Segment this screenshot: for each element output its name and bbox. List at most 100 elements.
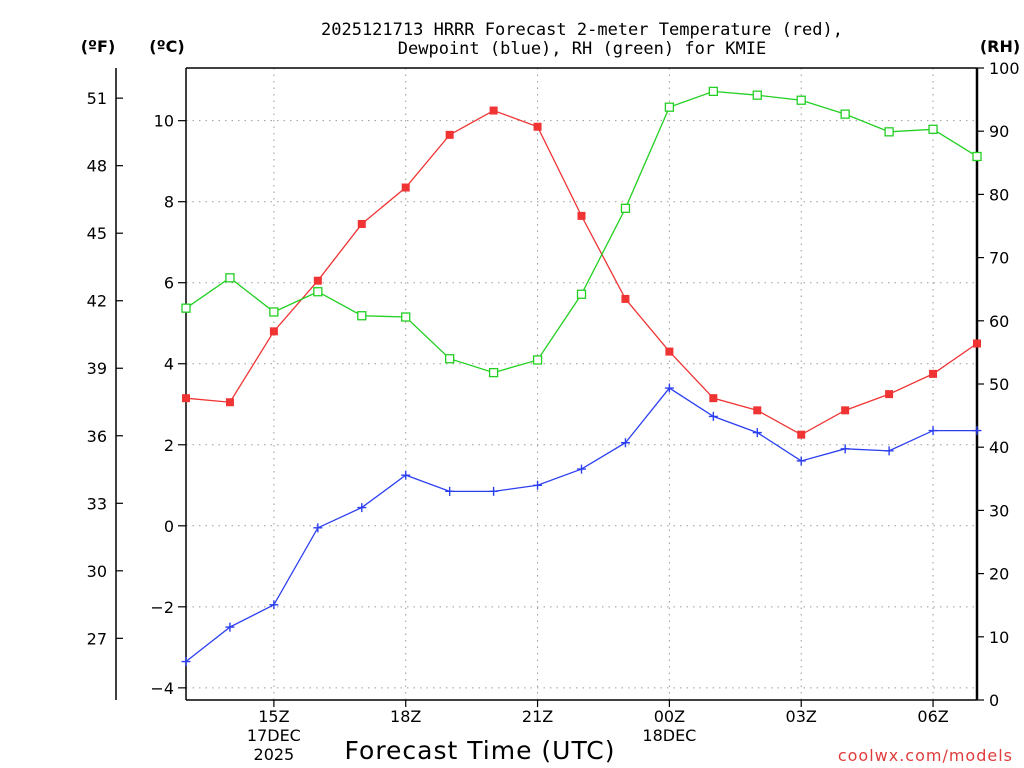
dewpoint-point [533,480,543,490]
series-line [185,387,977,663]
temperature-point [269,327,278,336]
temperature-point [313,276,322,285]
rh-point [401,312,411,322]
site-credit: coolwx.com/models [838,746,1013,765]
celsius-tick-label: 2 [164,436,174,455]
rh-point [269,307,279,317]
temperature-point [885,390,894,399]
temperature-point [225,398,234,407]
temperature-point [445,130,454,139]
dewpoint-point [972,426,982,436]
celsius-tick-label: 4 [164,355,174,374]
fahrenheit-tick-label: 45 [87,224,107,243]
fahrenheit-tick-label: 42 [87,292,107,311]
rh-point [928,124,938,134]
x-tick-label: 00Z [654,707,685,726]
rh-point [664,102,675,112]
temperature-point [621,294,630,303]
temperature-point [797,430,806,439]
dewpoint-point [840,444,850,454]
x-tick-label: 03Z [786,707,817,726]
rh-point [620,203,631,213]
fahrenheit-tick-label: 48 [87,157,107,176]
data-series [181,86,982,667]
celsius-tick-label: 10 [154,112,174,131]
rh-point [225,273,235,283]
rh-point [796,95,806,105]
series-line [185,90,978,374]
celsius-tick-label: 6 [164,274,174,293]
temperature-point [357,219,366,228]
temperature-point [929,369,938,378]
rh-point [357,311,367,321]
dewpoint-point [489,486,499,496]
dewpoint-point [884,446,894,456]
rh-tick-label: 40 [989,438,1009,457]
rh-point [532,355,543,365]
title-line-1: 2025121713 HRRR Forecast 2-meter Tempera… [321,20,843,40]
temperature-point [533,122,542,131]
rh-point [488,367,499,378]
rh-tick-label: 70 [989,249,1009,268]
dewpoint-point [357,503,367,513]
rh-tick-label: 0 [989,691,999,710]
temperature-point [709,394,718,403]
rh-tick-label: 30 [989,501,1009,520]
fahrenheit-tick-label: 27 [87,629,107,648]
dewpoint-point [445,486,455,496]
fahrenheit-tick-label: 33 [87,494,107,513]
celsius-tick-label: 0 [164,517,174,536]
rh-tick-label: 20 [989,565,1009,584]
rh-point [181,303,191,313]
rh-point [840,109,850,119]
dewpoint-point [269,600,279,610]
x-tick-label: 15Z [258,707,289,726]
grid-lines [186,68,977,700]
rh-point [972,151,982,162]
rh-point [708,86,718,97]
dewpoint-point [313,523,323,533]
series-rh [181,86,982,378]
title-line-2: Dewpoint (blue), RH (green) for KMIE [398,39,766,59]
fahrenheit-unit-label: (ºF) [81,37,116,56]
dewpoint-point [752,428,762,438]
chart-axes [115,67,979,701]
rh-tick-label: 80 [989,185,1009,204]
dewpoint-point [577,464,586,474]
x-tick-label: 17DEC [247,726,301,745]
rh-point [445,354,455,364]
x-tick-label: 2025 [254,745,295,764]
rh-point [884,127,894,137]
chart-title: 2025121713 HRRR Forecast 2-meter Tempera… [321,20,843,59]
series-2-meter-temperature [182,106,981,439]
temperature-point [753,406,762,415]
temperature-point [973,339,981,348]
celsius-tick-label: −4 [150,679,174,698]
axis-ticks: −4 −2 0 2 4 6 8 10 27 30 33 36 39 42 45 48 51 0 10 20 30 40 50… [87,59,1020,764]
temperature-point [841,406,850,415]
rh-point [313,287,323,297]
series-dewpoint [181,383,982,667]
temperature-point [182,394,190,403]
dewpoint-point [708,411,718,421]
dewpoint-point [620,438,630,448]
fahrenheit-tick-label: 30 [87,562,107,581]
dewpoint-point [181,657,191,667]
rh-tick-label: 60 [989,312,1009,331]
dewpoint-point [796,456,806,466]
fahrenheit-tick-label: 39 [87,359,107,378]
rh-tick-label: 50 [989,375,1009,394]
dewpoint-point [664,383,674,393]
x-tick-label: 18DEC [642,726,696,745]
temperature-point [577,211,586,220]
dewpoint-point [401,470,411,480]
fahrenheit-tick-label: 51 [87,89,107,108]
x-tick-label: 06Z [917,707,948,726]
x-tick-label: 18Z [390,707,421,726]
rh-unit-label: (RH) [980,37,1020,56]
rh-point [576,289,587,299]
rh-tick-label: 90 [989,122,1009,141]
rh-point [752,90,762,100]
rh-tick-label: 100 [989,59,1020,78]
